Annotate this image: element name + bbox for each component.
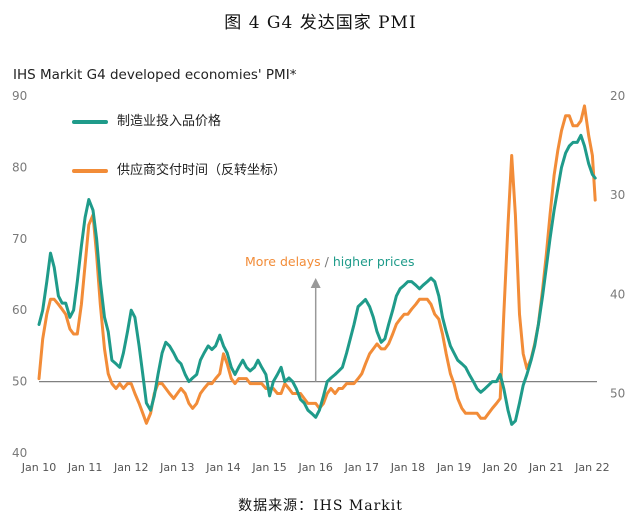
x-tick-label: Jan 19: [436, 461, 471, 474]
x-tick-label: Jan 21: [528, 461, 563, 474]
x-tick-label: Jan 22: [574, 461, 609, 474]
annotation-separator: /: [320, 254, 333, 269]
annotation-label: More delays / higher prices: [245, 254, 415, 269]
left-tick-label: 50: [12, 375, 27, 389]
series-lines: [37, 104, 597, 426]
left-tick-label: 40: [12, 446, 27, 460]
x-tick-label: Jan 12: [113, 461, 148, 474]
data-source: 数据来源：IHS Markit: [238, 498, 403, 514]
legend-swatch-teal: [72, 119, 108, 124]
right-tick-label: 20: [610, 89, 625, 103]
x-tick-label: Jan 15: [251, 461, 286, 474]
x-tick-label: Jan 10: [21, 461, 56, 474]
x-tick-label: Jan 11: [67, 461, 102, 474]
chart-title: IHS Markit G4 developed economies' PMI*: [13, 67, 297, 83]
left-tick-label: 90: [12, 89, 27, 103]
legend-item-input-prices: 制造业投入品价格: [72, 110, 221, 129]
x-tick-label: Jan 13: [159, 461, 194, 474]
arrow-head: [310, 278, 321, 288]
annotation-higher-prices: higher prices: [332, 254, 415, 269]
left-tick-label: 80: [12, 160, 27, 174]
x-tick-label: Jan 14: [205, 461, 240, 474]
left-axis-ticks: 40 50 60 70 80 90: [12, 89, 27, 460]
x-tick-label: Jan 16: [297, 461, 332, 474]
series-line-input-prices: [37, 133, 597, 426]
right-tick-label: 30: [610, 188, 625, 202]
left-tick-label: 60: [12, 303, 27, 317]
right-tick-label: 40: [610, 287, 625, 301]
left-tick-label: 70: [12, 232, 27, 246]
annotation-more-delays: More delays: [245, 254, 321, 269]
legend-swatch-orange: [72, 168, 108, 173]
series-line-delivery-times: [37, 104, 597, 425]
x-tick-label: Jan 17: [344, 461, 379, 474]
legend-label-input-prices: 制造业投入品价格: [117, 114, 222, 129]
legend-item-delivery-times: 供应商交付时间（反转坐标）: [72, 159, 286, 178]
legend-label-delivery-times: 供应商交付时间（反转坐标）: [117, 163, 287, 178]
up-arrow-icon: [310, 278, 321, 382]
x-tick-label: Jan 18: [390, 461, 425, 474]
x-axis-ticks: Jan 10 Jan 11 Jan 12 Jan 13 Jan 14 Jan 15 Jan …: [21, 461, 610, 474]
x-tick-label: Jan 20: [482, 461, 517, 474]
right-axis-ticks: 20 30 40 50: [610, 89, 625, 401]
figure-title: 图 4 G4 发达国家 PMI: [224, 13, 417, 33]
right-tick-label: 50: [610, 387, 625, 401]
